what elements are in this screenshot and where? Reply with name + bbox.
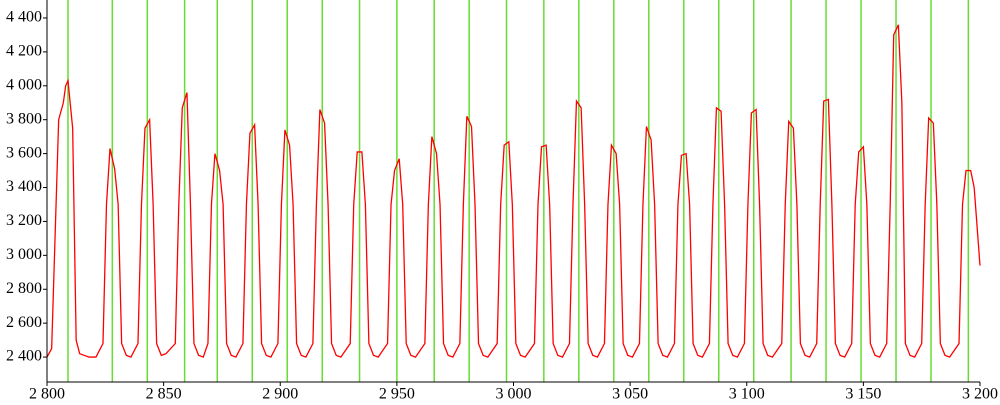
y-tick-label: 2 400	[6, 348, 42, 365]
x-tick-label: 3 000	[496, 386, 532, 403]
x-tick-label: 3 200	[962, 386, 998, 403]
y-tick-label: 2 600	[6, 314, 42, 331]
x-tick-label: 3 100	[729, 386, 765, 403]
x-tick-label: 2 900	[262, 386, 298, 403]
x-tick-label: 3 150	[845, 386, 881, 403]
y-tick-label: 2 800	[6, 280, 42, 297]
y-tick-label: 3 600	[6, 144, 42, 161]
y-tick-label: 3 400	[6, 178, 42, 195]
x-tick-label: 2 800	[29, 386, 65, 403]
x-tick-label: 3 050	[612, 386, 648, 403]
y-tick-label: 3 200	[6, 212, 42, 229]
x-tick-label: 2 850	[146, 386, 182, 403]
x-tick-label: 2 950	[379, 386, 415, 403]
y-tick-label: 4 200	[6, 43, 42, 60]
y-tick-label: 4 000	[6, 76, 42, 93]
y-tick-label: 3 800	[6, 110, 42, 127]
y-tick-label: 4 400	[6, 9, 42, 26]
data-line	[46, 24, 981, 358]
y-tick-label: 3 000	[6, 246, 42, 263]
